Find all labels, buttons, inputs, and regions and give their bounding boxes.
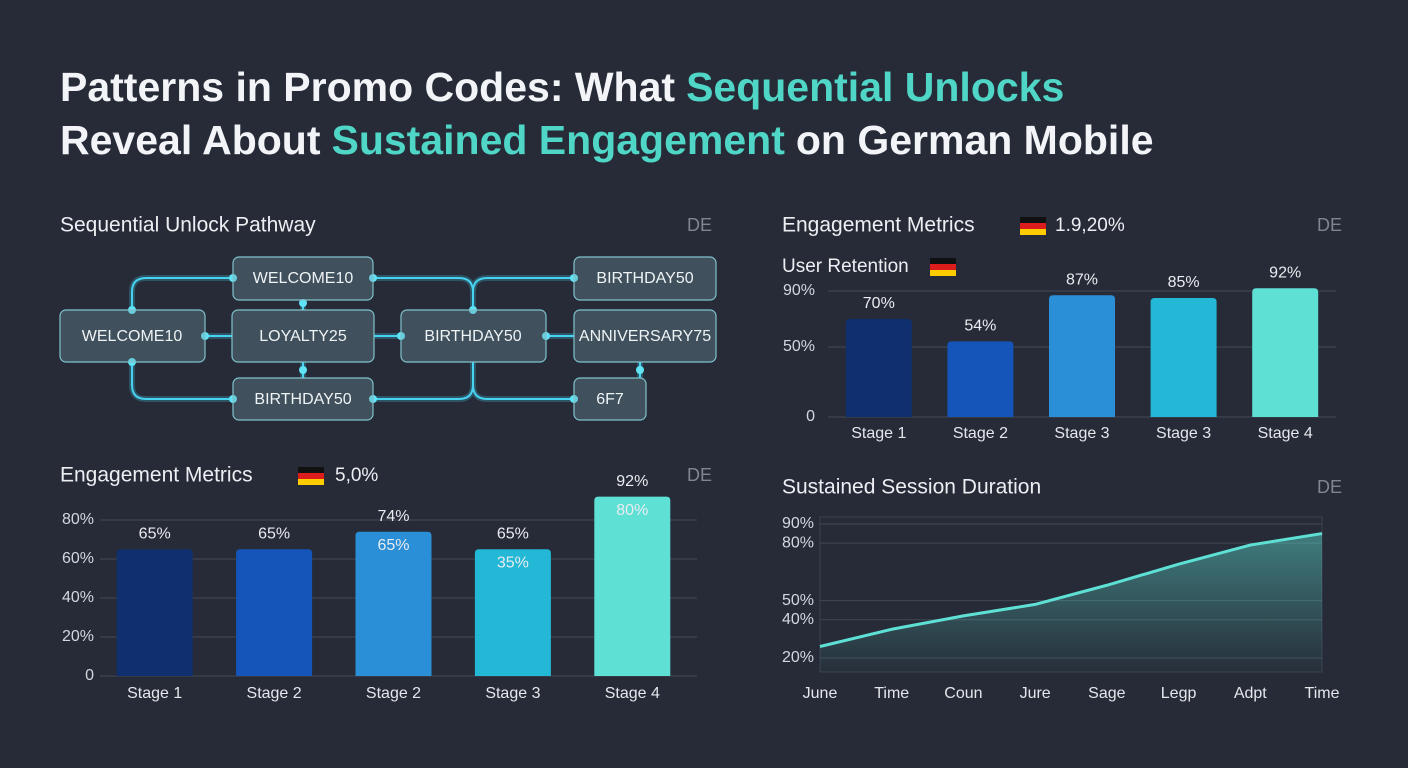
x-tick-label: Sage — [1088, 685, 1125, 702]
y-tick-label: 0 — [806, 408, 815, 425]
x-tick-label: Stage 1 — [127, 685, 182, 702]
y-tick-label: 20% — [62, 628, 94, 645]
chart-title: Engagement Metrics — [782, 214, 975, 237]
y-tick-label: 50% — [782, 592, 814, 609]
node-label: WELCOME10 — [253, 270, 354, 287]
x-tick-label: Jure — [1020, 685, 1051, 702]
region-tag: DE — [1317, 477, 1342, 497]
area — [820, 533, 1322, 672]
bar — [594, 496, 671, 676]
y-tick-label: 40% — [62, 589, 94, 606]
node — [573, 377, 647, 421]
title-part: on German Mobile — [796, 117, 1154, 163]
x-tick-label: Stage 3 — [485, 685, 540, 702]
bar — [355, 531, 432, 676]
x-tick-label: Stage 3 — [1054, 425, 1109, 442]
node-label: BIRTHDAY50 — [254, 391, 351, 408]
flag — [1020, 217, 1046, 235]
bar — [1150, 298, 1217, 417]
node — [573, 256, 717, 301]
x-tick-label: Stage 4 — [605, 685, 660, 702]
chart-title: Engagement Metrics — [60, 464, 253, 487]
x-tick-label: Stage 3 — [1156, 425, 1211, 442]
x-tick-label: Time — [874, 685, 909, 702]
x-tick-label: Adpt — [1234, 685, 1267, 702]
x-tick-label: June — [803, 685, 838, 702]
value-label: 74% — [377, 508, 409, 525]
x-tick-label: Stage 1 — [851, 425, 906, 442]
bar — [1252, 288, 1319, 417]
y-tick-label: 50% — [783, 338, 815, 355]
node — [59, 309, 206, 363]
y-tick-label: 80% — [782, 534, 814, 551]
title-part: Sustained Engagement — [331, 117, 785, 163]
y-tick-label: 80% — [62, 511, 94, 528]
node — [573, 309, 717, 363]
node — [400, 309, 547, 363]
node — [232, 377, 374, 421]
value-label: 92% — [1269, 264, 1301, 281]
node-label: WELCOME10 — [82, 328, 183, 345]
title-part: Sequential Unlocks — [686, 64, 1064, 110]
node-label: 6F7 — [596, 391, 624, 408]
section-title: Sequential Unlock Pathway — [60, 214, 316, 237]
value-label: 65% — [139, 525, 171, 542]
y-tick-label: 20% — [782, 649, 814, 666]
title-line: Patterns in Promo Codes: What Sequential … — [60, 64, 1064, 110]
value-label: 65% — [497, 525, 529, 542]
chart-title: Sustained Session Duration — [782, 476, 1041, 499]
value-label: 92% — [616, 473, 648, 490]
value-label: 54% — [964, 318, 996, 335]
node — [231, 309, 375, 363]
node-label: BIRTHDAY50 — [596, 270, 693, 287]
flag — [930, 258, 956, 276]
flag — [298, 467, 324, 485]
bar — [236, 549, 313, 676]
value-label: 70% — [863, 295, 895, 312]
x-tick-label: Legp — [1161, 685, 1197, 702]
title-line: Reveal About Sustained Engagement on Germa… — [60, 117, 1154, 163]
bar — [845, 319, 912, 417]
pathway-nodes: WELCOME10 BIRTHDAY50 WELCOME10 LOYALTY25… — [59, 256, 717, 421]
chart-subtitle: User Retention — [782, 256, 909, 277]
x-tick-label: Coun — [944, 685, 982, 702]
y-tick-label: 0 — [85, 667, 94, 684]
region-tag: DE — [1317, 215, 1342, 235]
y-tick-label: 60% — [62, 550, 94, 567]
x-tick-label: Stage 4 — [1258, 425, 1313, 442]
x-tick-label: Stage 2 — [953, 425, 1008, 442]
y-tick-label: 90% — [782, 515, 814, 532]
y-tick-label: 90% — [783, 282, 815, 299]
inner-label: 65% — [377, 537, 409, 554]
headline: 1.9,20% — [1055, 215, 1125, 236]
x-tick-label: Time — [1305, 685, 1340, 702]
node — [232, 256, 374, 301]
inner-label: 80% — [616, 502, 648, 519]
line — [819, 532, 1323, 648]
title-part: Patterns in Promo Codes: What — [60, 64, 675, 110]
title-part: Reveal About — [60, 117, 321, 163]
x-tick-label: Stage 2 — [247, 685, 302, 702]
bar — [1049, 295, 1115, 417]
node-label: BIRTHDAY50 — [424, 328, 521, 345]
value-label: 65% — [258, 525, 290, 542]
inner-label: 35% — [497, 554, 529, 571]
region-tag: DE — [687, 465, 712, 485]
region-tag: DE — [687, 215, 712, 235]
bar — [947, 341, 1014, 417]
y-tick-label: 40% — [782, 611, 814, 628]
bar — [116, 549, 193, 676]
headline: 5,0% — [335, 465, 378, 486]
value-label: 87% — [1066, 271, 1098, 288]
node-label: LOYALTY25 — [259, 328, 347, 345]
node-label: ANNIVERSARY75 — [579, 328, 711, 345]
x-tick-label: Stage 2 — [366, 685, 421, 702]
bar — [474, 549, 551, 676]
value-label: 85% — [1168, 274, 1200, 291]
